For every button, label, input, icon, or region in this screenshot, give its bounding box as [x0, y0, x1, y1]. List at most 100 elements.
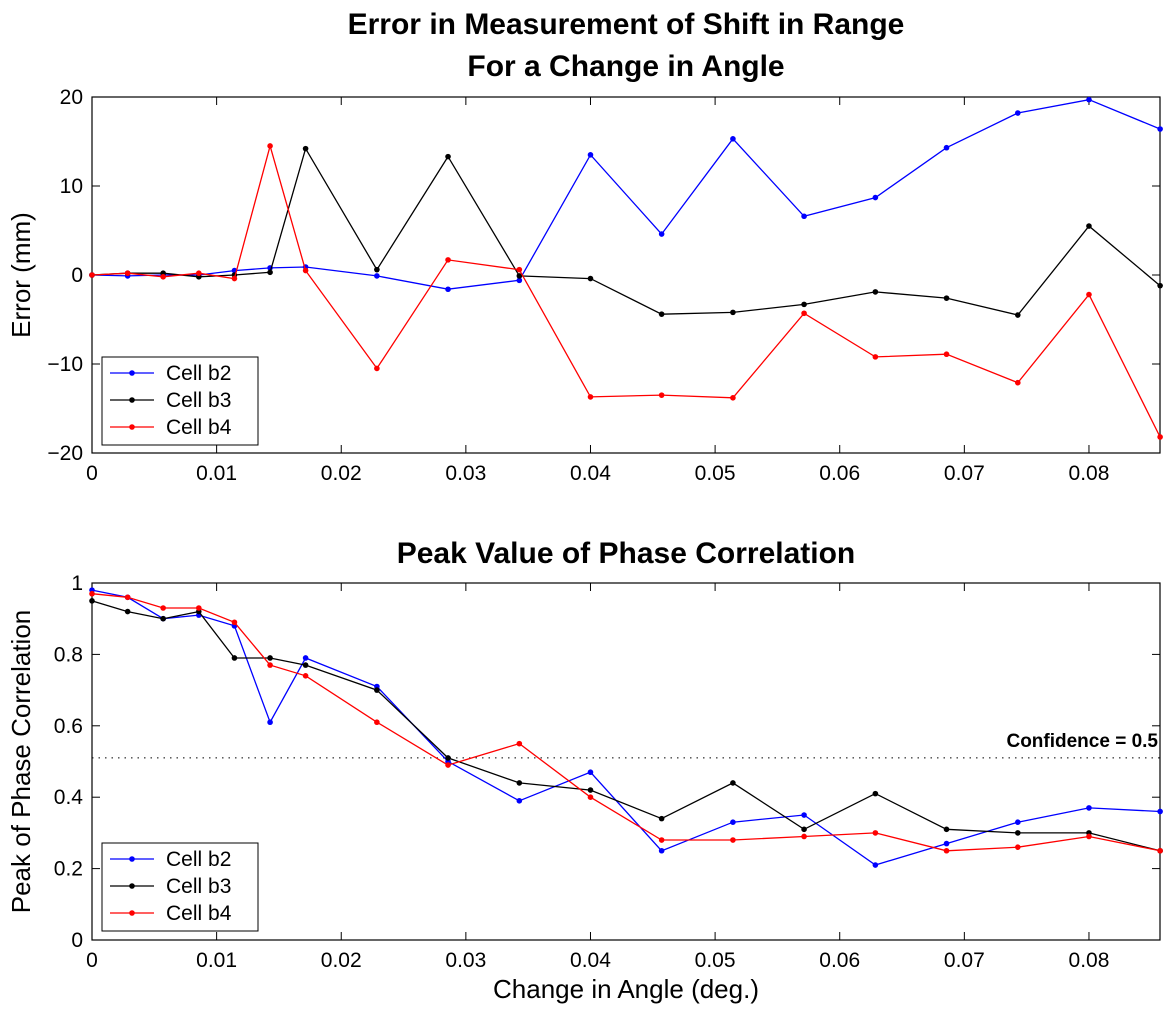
x-tick-label: 0: [86, 949, 98, 972]
data-point: [89, 590, 95, 597]
data-point: [872, 862, 879, 868]
legend-swatch-marker: [129, 883, 135, 889]
data-point: [374, 266, 380, 273]
legend-label: Cell b4: [166, 902, 232, 925]
y-tick-label: 0: [71, 264, 83, 287]
data-point: [658, 231, 665, 237]
data-point: [1015, 830, 1021, 836]
legend-label: Cell b4: [166, 416, 232, 439]
data-point: [1157, 126, 1163, 132]
y-tick-label: −20: [47, 442, 83, 465]
data-point: [231, 275, 238, 282]
y-tick-label: 0.8: [54, 643, 83, 666]
axes-box: [91, 582, 1161, 941]
data-point: [302, 673, 309, 679]
data-point: [658, 815, 665, 822]
series-line: [91, 589, 1161, 866]
data-point: [1157, 847, 1163, 854]
data-point: [124, 270, 131, 277]
data-point: [730, 136, 736, 142]
data-point: [730, 395, 736, 401]
x-tick-label: 0.02: [321, 462, 362, 485]
data-point: [267, 662, 273, 668]
data-point: [160, 605, 166, 611]
legend-label: Cell b3: [166, 875, 231, 898]
data-point: [1157, 434, 1163, 440]
data-point: [1157, 282, 1163, 289]
series-line: [91, 146, 1161, 316]
data-point: [445, 257, 451, 263]
data-point: [267, 655, 273, 661]
legend-box: [101, 842, 259, 932]
x-tick-label: 0.05: [695, 949, 736, 972]
series-cell-b3: [89, 145, 1163, 318]
data-point: [730, 837, 736, 843]
data-point: [445, 286, 451, 293]
data-point: [445, 755, 451, 761]
legend-swatch-marker: [129, 397, 135, 403]
legend: Cell b2 Cell b3 Cell b4: [101, 356, 259, 446]
data-point: [801, 826, 807, 833]
data-point: [445, 153, 451, 160]
data-point: [1157, 808, 1163, 815]
data-point: [730, 309, 736, 316]
data-point: [872, 830, 879, 836]
y-axis-label: Error (mm): [6, 212, 36, 338]
x-tick-label: 0.04: [570, 462, 611, 485]
data-point: [1086, 291, 1092, 298]
data-point: [231, 619, 238, 626]
series-cell-b2: [89, 587, 1163, 868]
data-point: [943, 847, 950, 854]
data-point: [516, 780, 523, 786]
x-tick-label: 0.05: [695, 462, 736, 485]
x-tick-label: 0.07: [944, 949, 985, 972]
data-point: [516, 273, 523, 279]
data-point: [587, 794, 594, 800]
data-point: [1015, 844, 1021, 850]
y-tick-label: 0.2: [54, 858, 83, 881]
chart-title: For a Change in Angle: [467, 50, 784, 83]
series-cell-b4: [89, 590, 1163, 854]
legend: Cell b2 Cell b3 Cell b4: [101, 842, 259, 932]
data-point: [943, 840, 950, 847]
data-point: [730, 780, 736, 786]
series-cell-b2: [89, 96, 1163, 293]
series-line: [91, 99, 1161, 290]
legend-label: Cell b2: [166, 848, 231, 871]
chart-title: Error in Measurement of Shift in Range: [348, 8, 905, 41]
confidence-label: Confidence = 0.5: [1006, 731, 1158, 752]
data-point: [196, 270, 202, 277]
data-point: [587, 769, 594, 776]
data-point: [943, 144, 950, 151]
x-tick-label: 0.07: [944, 462, 985, 485]
data-point: [124, 608, 131, 615]
series-cell-b3: [89, 598, 1163, 854]
data-point: [374, 273, 380, 279]
legend-swatch-marker: [129, 910, 135, 916]
data-point: [587, 787, 594, 793]
data-point: [1015, 819, 1021, 825]
data-point: [516, 277, 523, 284]
x-tick-label: 0.06: [819, 949, 860, 972]
x-tick-label: 0.02: [321, 949, 362, 972]
legend-box: [101, 356, 259, 446]
legend-swatch-marker: [129, 856, 135, 862]
data-point: [516, 266, 523, 273]
data-point: [658, 392, 665, 398]
data-point: [267, 143, 273, 149]
data-point: [730, 819, 736, 825]
legend-label: Cell b2: [166, 362, 231, 385]
legend-label: Cell b3: [166, 389, 231, 412]
data-point: [943, 826, 950, 833]
y-tick-label: 1: [71, 572, 83, 595]
y-tick-label: 0: [71, 929, 83, 952]
series-line: [91, 600, 1161, 852]
legend-swatch-marker: [129, 424, 135, 430]
y-tick-label: 0.4: [54, 786, 84, 809]
data-point: [801, 301, 807, 308]
data-point: [1086, 833, 1092, 840]
x-tick-label: 0.01: [196, 949, 237, 972]
data-point: [374, 687, 380, 693]
data-point: [267, 719, 273, 726]
y-tick-label: −10: [47, 353, 83, 376]
